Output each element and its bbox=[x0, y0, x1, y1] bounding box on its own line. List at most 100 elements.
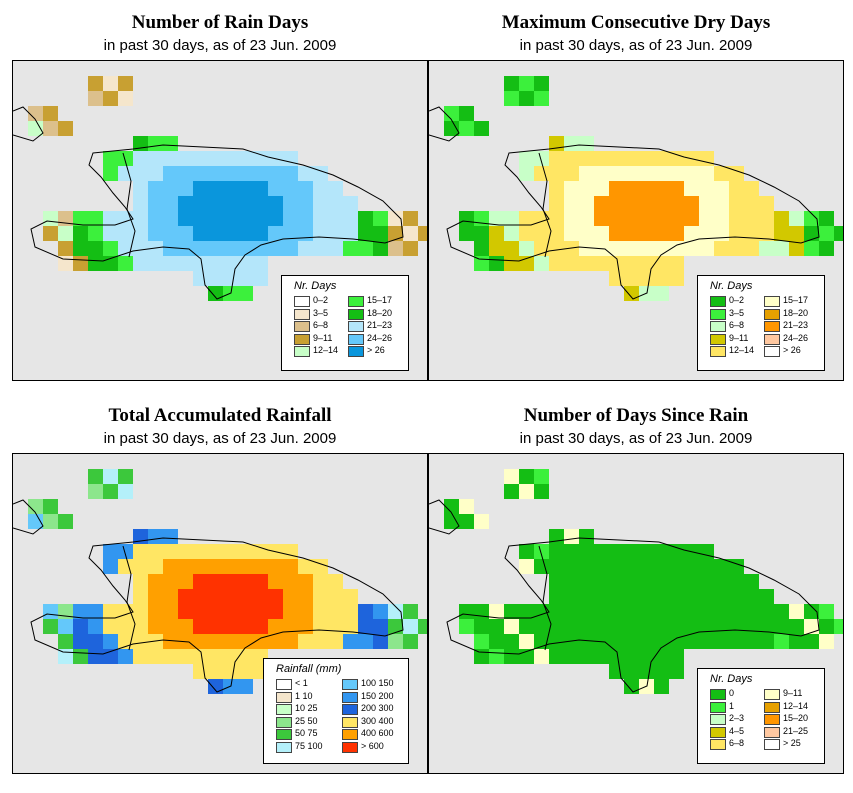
grid-cell bbox=[88, 619, 103, 634]
grid-cell bbox=[504, 634, 519, 649]
legend-label: > 26 bbox=[367, 345, 385, 355]
legend-item: > 25 bbox=[764, 738, 834, 751]
grid-cell bbox=[504, 619, 519, 634]
legend-label: 21–23 bbox=[367, 320, 393, 330]
grid-cell bbox=[238, 271, 253, 286]
grid-cell bbox=[489, 226, 504, 241]
grid-cell bbox=[684, 589, 699, 604]
grid-cell bbox=[268, 634, 283, 649]
legend-label: 400 600 bbox=[361, 728, 394, 738]
grid-cell bbox=[163, 241, 178, 256]
grid-cell bbox=[223, 619, 238, 634]
grid-cell bbox=[88, 241, 103, 256]
grid-cell bbox=[58, 634, 73, 649]
grid-cell bbox=[579, 151, 594, 166]
grid-cell bbox=[298, 604, 313, 619]
grid-cell bbox=[343, 589, 358, 604]
island-outline bbox=[13, 106, 404, 300]
legend-label: 6–8 bbox=[313, 320, 329, 330]
grid-cell bbox=[549, 196, 564, 211]
grid-cell bbox=[118, 559, 133, 574]
grid-cell bbox=[669, 649, 684, 664]
grid-cell bbox=[684, 634, 699, 649]
grid-cell bbox=[163, 166, 178, 181]
grid-cell bbox=[534, 469, 549, 484]
grid-cell bbox=[28, 121, 43, 136]
panel-subtitle: in past 30 days, as of 23 Jun. 2009 bbox=[519, 430, 753, 447]
grid-cell bbox=[253, 166, 268, 181]
grid-cell bbox=[624, 211, 639, 226]
grid-cell bbox=[253, 256, 268, 271]
grid-cell bbox=[193, 256, 208, 271]
grid-cell bbox=[594, 196, 609, 211]
grid-cell bbox=[373, 241, 388, 256]
legend-item: 9–11 bbox=[710, 333, 780, 346]
legend-label: 12–14 bbox=[313, 345, 339, 355]
grid-cell bbox=[759, 211, 774, 226]
grid-cell bbox=[208, 211, 223, 226]
grid-cell bbox=[208, 286, 223, 301]
grid-cell bbox=[624, 226, 639, 241]
grid-cell bbox=[624, 196, 639, 211]
grid-cell bbox=[804, 226, 819, 241]
grid-cell bbox=[298, 211, 313, 226]
grid-cell bbox=[654, 271, 669, 286]
grid-cell bbox=[684, 211, 699, 226]
legend-swatch bbox=[710, 739, 726, 750]
grid-cell bbox=[789, 619, 804, 634]
legend-item: < 1 bbox=[276, 678, 346, 691]
grid-cell bbox=[118, 619, 133, 634]
grid-cell bbox=[714, 634, 729, 649]
grid-cell bbox=[208, 544, 223, 559]
legend-swatch bbox=[348, 321, 364, 332]
grid-cell bbox=[654, 211, 669, 226]
legend-swatch bbox=[710, 689, 726, 700]
grid-cell bbox=[103, 484, 118, 499]
grid-cell bbox=[103, 604, 118, 619]
grid-cell bbox=[669, 664, 684, 679]
legend-title: Nr. Days bbox=[710, 673, 753, 685]
legend-label: 3–5 bbox=[313, 307, 329, 318]
map-area: Nr. Days 0–2 3–5 6–8 9–11 12–14 15–17 18–20 21–… bbox=[12, 60, 428, 381]
grid-cell bbox=[313, 589, 328, 604]
grid-cell bbox=[283, 226, 298, 241]
grid-cell bbox=[133, 604, 148, 619]
grid-cell bbox=[403, 211, 418, 226]
grid-cell bbox=[358, 604, 373, 619]
legend-label: 21–23 bbox=[783, 320, 809, 330]
grid-cell bbox=[313, 634, 328, 649]
grid-cell bbox=[298, 241, 313, 256]
legend-label: 24–26 bbox=[367, 332, 393, 343]
legend-item: 300 400 bbox=[342, 716, 412, 729]
grid-cell bbox=[669, 634, 684, 649]
grid-cell bbox=[774, 241, 789, 256]
grid-cell bbox=[609, 574, 624, 589]
grid-cell bbox=[609, 604, 624, 619]
grid-cell bbox=[789, 211, 804, 226]
legend-swatch bbox=[294, 321, 310, 332]
grid-cell bbox=[193, 574, 208, 589]
grid-cell bbox=[549, 604, 564, 619]
grid-cell bbox=[819, 634, 834, 649]
grid-cell bbox=[118, 256, 133, 271]
grid-cell bbox=[549, 151, 564, 166]
grid-cell bbox=[238, 664, 253, 679]
grid-cell bbox=[223, 166, 238, 181]
grid-cell bbox=[504, 226, 519, 241]
grid-cell bbox=[549, 181, 564, 196]
grid-cell bbox=[253, 589, 268, 604]
grid-cell bbox=[774, 619, 789, 634]
grid-cell bbox=[223, 544, 238, 559]
grid-cell bbox=[699, 166, 714, 181]
grid-cell bbox=[73, 211, 88, 226]
grid-cell bbox=[268, 211, 283, 226]
grid-cell bbox=[804, 604, 819, 619]
grid-cell bbox=[283, 619, 298, 634]
grid-cell bbox=[669, 589, 684, 604]
grid-cell bbox=[534, 619, 549, 634]
grid-cell bbox=[193, 166, 208, 181]
grid-cell bbox=[804, 634, 819, 649]
grid-cell bbox=[268, 181, 283, 196]
grid-cell bbox=[504, 469, 519, 484]
grid-cell bbox=[714, 604, 729, 619]
